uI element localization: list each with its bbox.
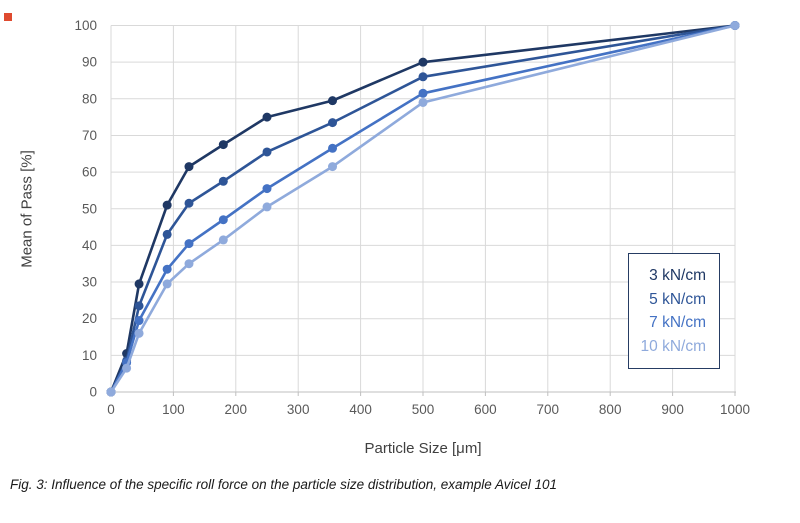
svg-text:300: 300 [287,402,310,417]
data-point [184,198,194,208]
data-point [418,88,428,98]
svg-text:200: 200 [225,402,248,417]
y-axis-title: Mean of Pass [%] [18,150,36,268]
data-point [134,316,144,326]
svg-text:700: 700 [537,402,560,417]
svg-text:60: 60 [82,165,97,180]
data-point [730,21,740,30]
svg-text:500: 500 [412,402,435,417]
data-point [262,147,272,157]
data-point [218,215,228,225]
data-point [418,97,428,107]
data-point [162,279,172,289]
svg-text:80: 80 [82,91,97,106]
series-7-kn-cm [106,21,740,397]
data-point [218,176,228,186]
x-tick-labels: 0 100 200 300 400 500 600 700 800 900 1000 [107,402,750,417]
data-point [328,143,338,153]
data-point [122,363,132,373]
svg-text:900: 900 [661,402,684,417]
svg-text:10: 10 [82,348,97,363]
data-point [218,235,228,245]
legend-item-10kncm: 10 kN/cm [640,337,706,355]
y-tick-labels: 0 10 20 30 40 50 60 70 80 90 100 [74,18,97,400]
data-point [134,328,144,338]
data-point [134,279,144,289]
figure-caption: Fig. 3: Influence of the specific roll f… [10,477,558,492]
data-point [184,259,194,269]
legend-item-5kncm: 5 kN/cm [649,290,706,308]
data-point [328,96,338,106]
data-point [134,301,144,311]
svg-text:40: 40 [82,238,97,253]
legend-item-7kncm: 7 kN/cm [649,314,706,331]
data-point [184,162,194,172]
svg-text:0: 0 [107,402,115,417]
svg-text:0: 0 [89,385,97,400]
data-point [328,162,338,172]
svg-text:70: 70 [82,128,97,143]
svg-text:30: 30 [82,275,97,290]
data-point [162,229,172,239]
legend-item-3kncm: 3 kN/cm [649,267,706,284]
legend: 3 kN/cm 5 kN/cm 7 kN/cm 10 kN/cm [628,253,720,369]
data-point [262,184,272,194]
svg-text:400: 400 [349,402,372,417]
svg-text:1000: 1000 [720,402,750,417]
data-point [262,112,272,122]
data-point [162,264,172,274]
svg-text:90: 90 [82,55,97,70]
svg-text:100: 100 [74,18,97,33]
data-point [328,118,338,128]
data-point [262,202,272,212]
svg-text:600: 600 [474,402,497,417]
svg-text:50: 50 [82,201,97,216]
svg-text:800: 800 [599,402,622,417]
data-point [418,57,428,67]
data-point [162,200,172,210]
x-axis-title: Particle Size [μm] [364,440,482,457]
x-axis [110,391,736,396]
data-point [418,72,428,82]
svg-text:100: 100 [162,402,185,417]
data-point [184,239,194,249]
particle-size-distribution-chart: 0 100 200 300 400 500 600 700 800 900 1000 0 10 20 30 4… [74,18,750,417]
data-point [106,387,116,397]
red-square-marker [4,13,12,21]
data-point [218,140,228,150]
series-10-kn-cm [106,21,740,397]
svg-text:20: 20 [82,311,97,326]
